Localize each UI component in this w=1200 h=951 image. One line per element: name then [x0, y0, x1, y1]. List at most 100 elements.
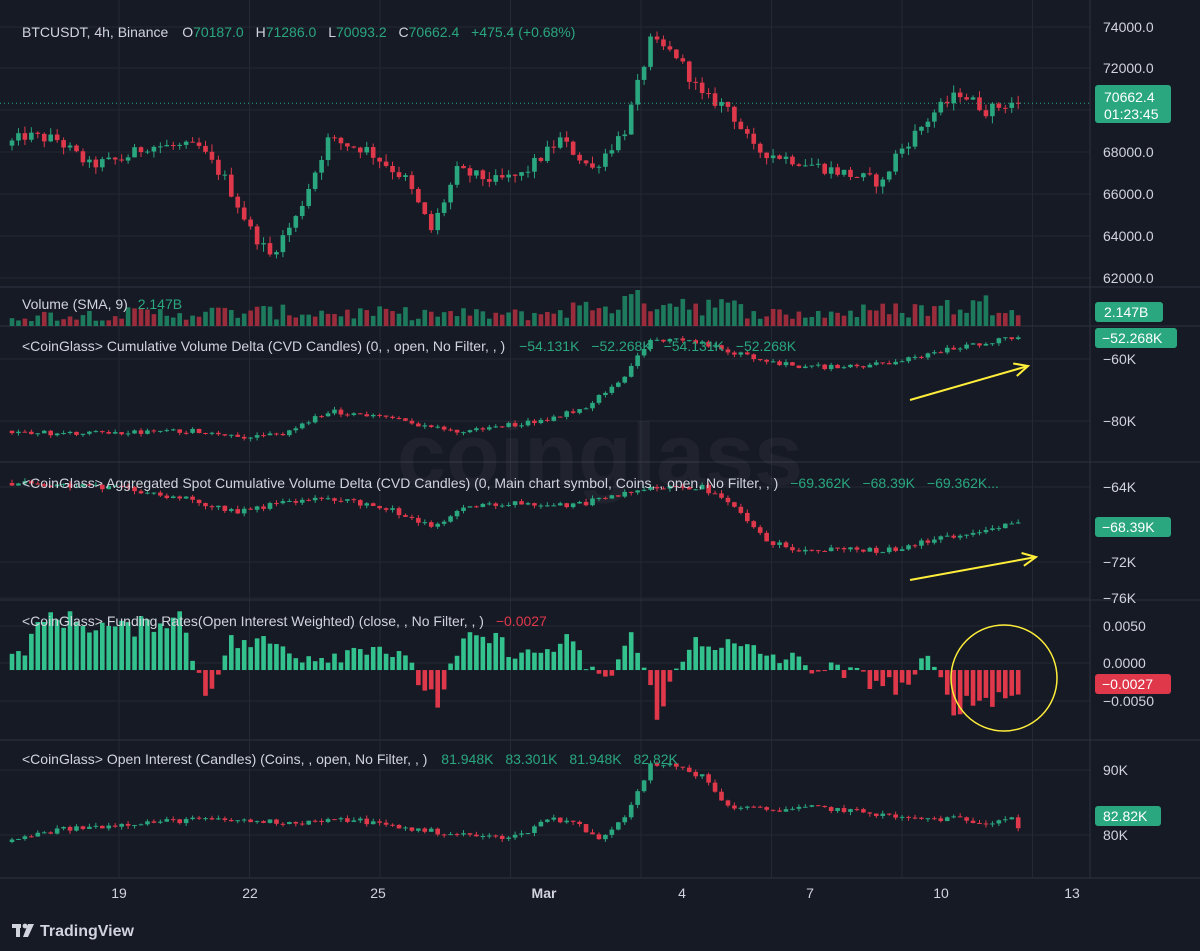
cvd-candle — [712, 345, 718, 347]
funding-tick: 0.0050 — [1103, 618, 1146, 634]
volume-bar — [287, 315, 292, 326]
oi-candle — [964, 817, 969, 821]
oi-legend[interactable]: <CoinGlass> Open Interest (Candles) (Coi… — [22, 751, 679, 767]
funding-tick: 0.0000 — [1103, 655, 1146, 671]
spot-cvd-candle — [16, 483, 21, 486]
price-tick: 72000.0 — [1103, 60, 1154, 76]
volume-bar — [983, 295, 989, 326]
price-candle — [777, 155, 782, 159]
spot-cvd-candle — [177, 496, 182, 499]
volume-bar — [951, 314, 956, 326]
volume-bar — [841, 315, 847, 326]
funding-bar — [474, 635, 479, 671]
cvd-candle — [9, 430, 15, 434]
oi-candle — [261, 821, 266, 823]
spot-cvd-candle — [170, 496, 176, 499]
cvd-candle — [783, 362, 789, 366]
spot-cvd-candle — [370, 503, 376, 506]
funding-bar — [480, 636, 486, 671]
funding-bar — [970, 670, 976, 706]
spot-cvd-candle — [41, 484, 47, 486]
volume-bar — [170, 317, 176, 326]
price-candle — [274, 252, 279, 255]
price-candle — [396, 172, 402, 178]
funding-bar — [796, 656, 802, 671]
oi-candle — [16, 839, 21, 841]
price-candle — [648, 36, 653, 67]
volume-legend[interactable]: Volume (SMA, 9) 2.147B — [22, 296, 182, 312]
tradingview-logo[interactable]: TradingView — [12, 923, 135, 940]
price-axis[interactable]: 74000.0 72000.0 68000.0 66000.0 64000.0 … — [1095, 19, 1177, 843]
funding-bar — [925, 655, 931, 671]
volume-badge-label: 2.147B — [1104, 304, 1148, 320]
series-marks[interactable] — [0, 31, 1090, 844]
spot-cvd-candle — [54, 484, 60, 487]
spot-cvd-candle — [325, 498, 331, 500]
oi-candle — [1009, 817, 1015, 820]
price-candle — [216, 159, 221, 175]
spot-cvd-candle — [209, 506, 215, 508]
price-candle — [603, 153, 608, 167]
funding-bar — [74, 621, 79, 671]
price-candle — [925, 121, 931, 127]
spot-cvd-candle — [693, 489, 698, 491]
spot-cvd-candle — [119, 485, 124, 487]
symbol-legend[interactable]: BTCUSDT, 4h, Binance O70187.0 H71286.0 L… — [22, 24, 575, 40]
price-candle — [499, 175, 505, 178]
funding-bar — [545, 649, 550, 671]
funding-bar — [287, 653, 292, 671]
price-candle — [409, 175, 415, 190]
spot-cvd-candle — [880, 552, 886, 554]
price-candle — [822, 163, 827, 174]
cvd-candle — [745, 352, 750, 355]
funding-bar — [248, 647, 253, 671]
funding-bar — [841, 670, 847, 678]
cvd-candle — [106, 432, 112, 434]
price-candle — [112, 157, 118, 160]
volume-bar — [248, 310, 253, 326]
funding-bar — [738, 646, 744, 671]
funding-legend[interactable]: <CoinGlass> Funding Rates(Open Interest … — [22, 613, 547, 629]
funding-bar — [377, 646, 382, 671]
spot-cvd-candle — [622, 491, 628, 497]
oi-candle — [738, 807, 744, 809]
time-axis[interactable]: 19 22 25 Mar 4 7 10 13 — [111, 885, 1080, 901]
spot-cvd-candle — [996, 528, 1002, 530]
watermark-text: coinglass — [397, 405, 803, 504]
price-candle — [506, 174, 511, 178]
cvd-legend[interactable]: <CoinGlass> Cumulative Volume Delta (CVD… — [22, 338, 797, 354]
spot-cvd-candle — [435, 523, 440, 527]
volume-bar — [1003, 313, 1008, 326]
spot-cvd-candle — [87, 484, 92, 486]
oi-value: 81.948K — [441, 751, 494, 767]
last-price-label: 70662.4 — [1104, 89, 1155, 105]
oi-candle — [519, 833, 524, 835]
volume-bar — [67, 316, 73, 326]
funding-bar — [519, 652, 524, 671]
price-candle — [48, 134, 53, 142]
funding-bar — [977, 670, 982, 701]
spot-cvd-candle — [229, 509, 234, 511]
price-candle — [229, 174, 234, 197]
cvd-candle — [370, 414, 376, 417]
volume-bar — [435, 316, 440, 326]
funding-bar — [512, 658, 518, 671]
pane-legends[interactable]: BTCUSDT, 4h, Binance O70187.0 H71286.0 L… — [22, 24, 999, 767]
spot-cvd-legend[interactable]: <CoinGlass> Aggregated Spot Cumulative V… — [22, 475, 999, 491]
volume-bar — [828, 311, 834, 326]
cvd-candle — [983, 343, 989, 346]
oi-candle — [35, 832, 41, 837]
cvd-candle — [248, 437, 253, 439]
cvd-candle — [738, 352, 744, 355]
oi-candle — [9, 839, 15, 843]
cvd-candle — [100, 431, 105, 433]
funding-bar — [893, 670, 898, 695]
cvd-candle — [241, 436, 247, 439]
spot-cvd-candle — [332, 498, 337, 501]
cvd-candle — [61, 433, 66, 435]
spot-cvd-candle — [712, 493, 718, 495]
spot-cvd-candle — [706, 484, 711, 494]
volume-bar — [145, 309, 150, 326]
